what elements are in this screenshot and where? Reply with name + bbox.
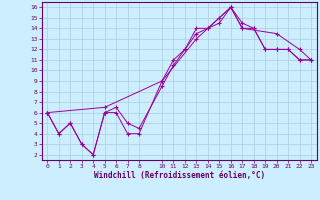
X-axis label: Windchill (Refroidissement éolien,°C): Windchill (Refroidissement éolien,°C) <box>94 171 265 180</box>
